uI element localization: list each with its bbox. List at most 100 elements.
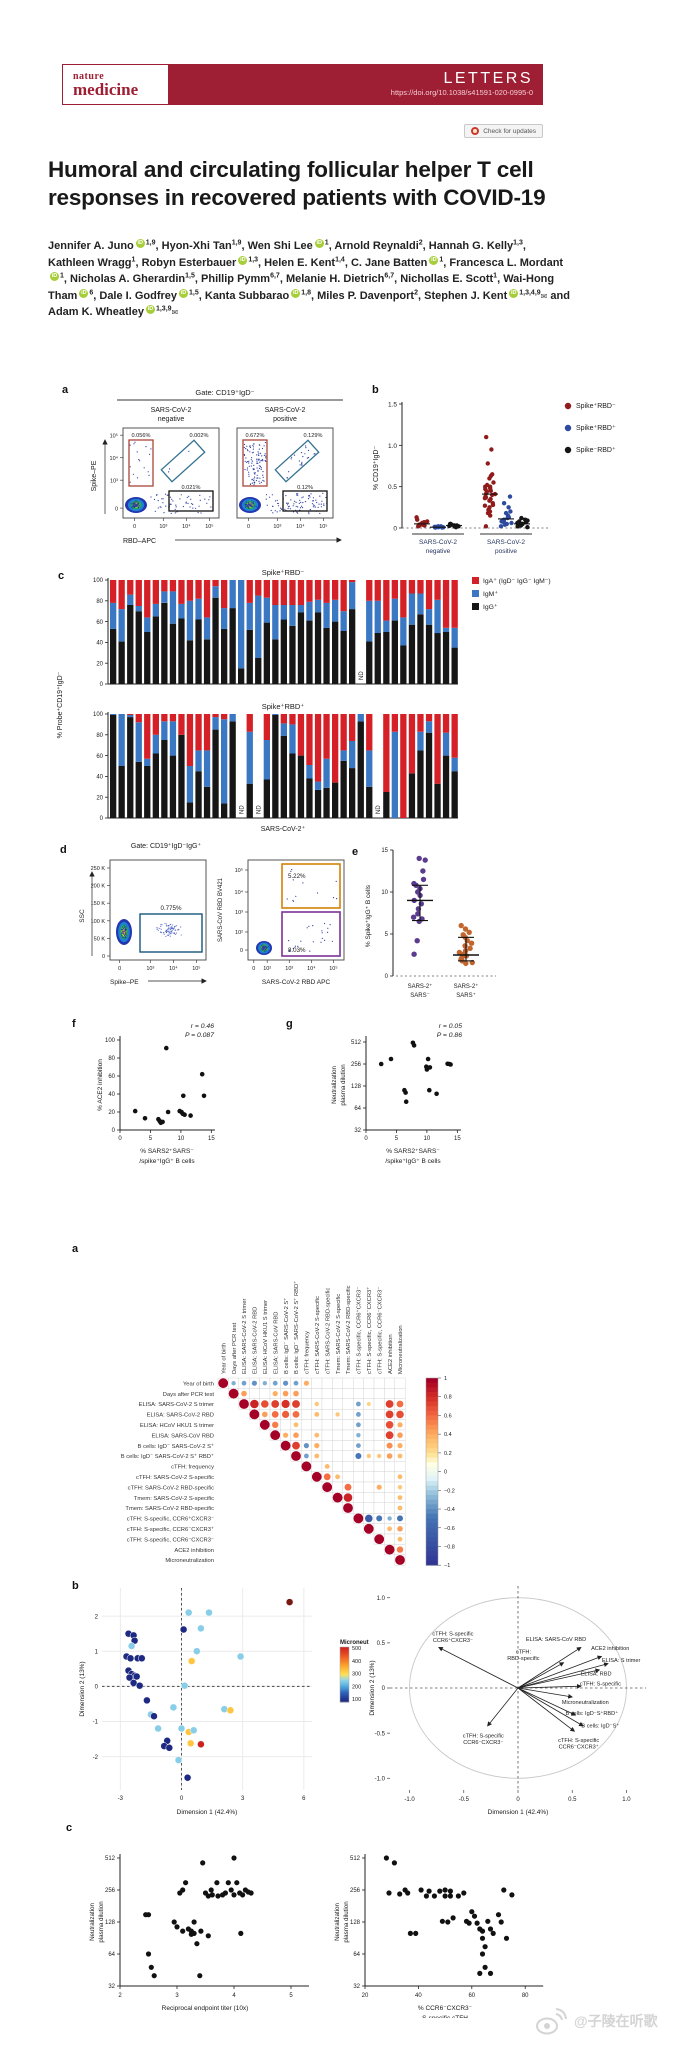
svg-text:1: 1 xyxy=(444,1376,447,1382)
svg-text:250 K: 250 K xyxy=(91,866,106,872)
svg-text:0: 0 xyxy=(112,1128,116,1134)
svg-text:15: 15 xyxy=(454,1136,461,1142)
orcid-icon[interactable]: iD xyxy=(429,255,439,265)
svg-text:5: 5 xyxy=(395,1136,399,1142)
isotype-stacked-bars: % Probe⁺CD19⁺IgD⁻ Spike⁺RBD⁻ 0 20 40 60 80 100 N… xyxy=(56,568,551,833)
email-icon[interactable]: ✉ xyxy=(540,291,548,301)
check-for-updates-badge[interactable]: Check for updates xyxy=(464,124,543,138)
svg-text:cTFH: frequency: cTFH: frequency xyxy=(305,1331,311,1374)
svg-text:0.2: 0.2 xyxy=(444,1451,452,1457)
svg-text:32: 32 xyxy=(353,1984,360,1990)
svg-text:cTFH:: cTFH: xyxy=(516,1650,532,1656)
svg-text:plasma dilution: plasma dilution xyxy=(343,1901,350,1943)
svg-text:80: 80 xyxy=(96,733,103,739)
orcid-icon[interactable]: iD xyxy=(179,288,189,298)
svg-text:256: 256 xyxy=(105,1888,116,1894)
flow-panel-d-and-dotplot-e: Gate: CD19⁺IgD⁻IgG⁺ 0 50 K 100 K 150 K 200 K 2… xyxy=(79,842,496,999)
svg-text:Microneutralization: Microneutralization xyxy=(398,1325,404,1374)
svg-text:SSC: SSC xyxy=(79,909,86,923)
orcid-icon[interactable]: iD xyxy=(509,288,519,298)
svg-text:0.12%: 0.12% xyxy=(297,485,313,491)
svg-text:40: 40 xyxy=(415,1993,422,1999)
svg-text:cTFH: S-specific: cTFH: S-specific xyxy=(580,1681,621,1687)
svg-text:negative: negative xyxy=(426,548,451,555)
fig1-panel-a-label: a xyxy=(62,384,69,396)
svg-text:SARS-CoV RBD BV421: SARS-CoV RBD BV421 xyxy=(218,877,224,942)
watermark-text: @子陵在听歌 xyxy=(574,2013,658,2029)
dot-series xyxy=(453,922,479,967)
article-category: LETTERS xyxy=(443,70,533,87)
svg-text:SARS⁻: SARS⁻ xyxy=(410,993,430,999)
author: Helen E. Kent1,4 xyxy=(264,255,345,269)
svg-text:Spike⁺RBD⁻: Spike⁺RBD⁻ xyxy=(262,568,305,577)
svg-text:cTFH: S-specific, CCR6⁺CXCR3⁻: cTFH: S-specific, CCR6⁺CXCR3⁻ xyxy=(356,1287,363,1374)
orcid-icon[interactable]: iD xyxy=(238,255,248,265)
author: Wen Shi Lee iD 1 xyxy=(247,239,329,252)
svg-text:2: 2 xyxy=(118,1993,122,1999)
svg-text:Year of birth: Year of birth xyxy=(221,1343,227,1374)
svg-text:100: 100 xyxy=(93,578,104,584)
svg-text:100: 100 xyxy=(352,1697,361,1703)
svg-text:Microneutralization: Microneutralization xyxy=(562,1700,609,1706)
orcid-icon[interactable]: iD xyxy=(145,305,155,315)
svg-text:IgM⁺: IgM⁺ xyxy=(483,591,498,598)
orcid-icon[interactable]: iD xyxy=(291,288,301,298)
svg-text:ACE2 inhibition: ACE2 inhibition xyxy=(388,1334,394,1374)
svg-text:40: 40 xyxy=(96,775,103,781)
svg-text:512: 512 xyxy=(351,1040,362,1046)
orcid-icon[interactable]: iD xyxy=(50,272,59,282)
svg-text:S-specific cTFH: S-specific cTFH xyxy=(422,2015,468,2018)
svg-text:% ACE2 inhibition: % ACE2 inhibition xyxy=(97,1059,104,1111)
svg-text:20: 20 xyxy=(362,1993,369,1999)
svg-text:40: 40 xyxy=(108,1092,115,1098)
svg-text:0: 0 xyxy=(240,948,243,954)
svg-text:ELISA: SARS-CoV-2 RBD: ELISA: SARS-CoV-2 RBD xyxy=(147,1413,214,1419)
svg-text:1.0: 1.0 xyxy=(388,443,397,450)
svg-text:400: 400 xyxy=(352,1659,361,1665)
orcid-icon[interactable]: iD xyxy=(135,239,145,249)
neutralization-correlation-scatters: Neutralization plasma dilution32641282565… xyxy=(89,1854,544,2022)
email-icon[interactable]: ✉ xyxy=(171,308,179,317)
svg-text:10⁵: 10⁵ xyxy=(235,867,243,874)
svg-text:Spike⁻RBD⁺: Spike⁻RBD⁺ xyxy=(576,446,616,454)
svg-text:Gate: CD19⁺IgD⁻IgG⁺: Gate: CD19⁺IgD⁻IgG⁺ xyxy=(131,842,202,850)
svg-text:10⁴: 10⁴ xyxy=(110,455,119,462)
doi-link[interactable]: https://doi.org/10.1038/s41591-020-0995-… xyxy=(390,88,533,97)
svg-text:60: 60 xyxy=(468,1993,475,1999)
svg-text:% CD19⁺IgD⁻: % CD19⁺IgD⁻ xyxy=(372,446,380,491)
svg-text:0.775%: 0.775% xyxy=(161,905,182,912)
svg-text:100: 100 xyxy=(93,712,104,718)
svg-text:cTFH: S-specific: cTFH: S-specific xyxy=(463,1734,504,1740)
svg-text:5: 5 xyxy=(385,932,389,938)
svg-text:15: 15 xyxy=(208,1136,215,1142)
orcid-icon[interactable]: iD xyxy=(79,288,89,298)
svg-text:0: 0 xyxy=(385,974,389,980)
svg-text:80: 80 xyxy=(108,1056,115,1062)
svg-text:ELISA: HCoV HKU1 S trimer: ELISA: HCoV HKU1 S trimer xyxy=(140,1423,214,1429)
page-title: Humoral and circulating follicular helpe… xyxy=(48,157,546,211)
orcid-icon[interactable]: iD xyxy=(314,239,324,249)
svg-text:Spike⁺RBD⁺: Spike⁺RBD⁺ xyxy=(576,424,616,432)
author: Kanta Subbarao iD 1,8 xyxy=(204,288,311,302)
svg-text:B cells: IgD⁻ SARS-CoV-2 S⁺ RB: B cells: IgD⁻ SARS-CoV-2 S⁺ RBD⁺ xyxy=(293,1281,300,1374)
svg-text:Dimension 2 (13%): Dimension 2 (13%) xyxy=(369,1660,376,1715)
svg-text:100: 100 xyxy=(105,1038,116,1044)
svg-text:8.03%: 8.03% xyxy=(288,947,306,954)
svg-text:50 K: 50 K xyxy=(94,936,106,942)
svg-text:r = 0.46: r = 0.46 xyxy=(191,1023,214,1030)
author: Stephen J. Kent iD 1,3,4,9✉ xyxy=(424,288,548,302)
svg-text:SARS-CoV-2⁺: SARS-CoV-2⁺ xyxy=(261,825,306,833)
svg-text:20: 20 xyxy=(96,661,103,667)
author: Adam K. Wheatley iD 1,3,9✉ xyxy=(48,305,179,318)
svg-text:-1.0: -1.0 xyxy=(404,1797,415,1803)
svg-text:200: 200 xyxy=(352,1684,361,1690)
svg-text:ELISA: SARS-CoV RBD: ELISA: SARS-CoV RBD xyxy=(273,1312,279,1375)
svg-text:Tmem: SARS-CoV-2 S-specific: Tmem: SARS-CoV-2 S-specific xyxy=(336,1294,342,1374)
svg-text:128: 128 xyxy=(105,1920,116,1926)
author: Francesca L. MordantiD 1 xyxy=(50,256,564,282)
svg-text:64: 64 xyxy=(354,1106,361,1112)
svg-text:10³: 10³ xyxy=(110,479,118,485)
svg-text:ELISA: SARS-CoV RBD: ELISA: SARS-CoV RBD xyxy=(526,1637,586,1643)
svg-text:ACE2 inhibition: ACE2 inhibition xyxy=(591,1646,629,1652)
svg-text:40: 40 xyxy=(96,641,103,647)
